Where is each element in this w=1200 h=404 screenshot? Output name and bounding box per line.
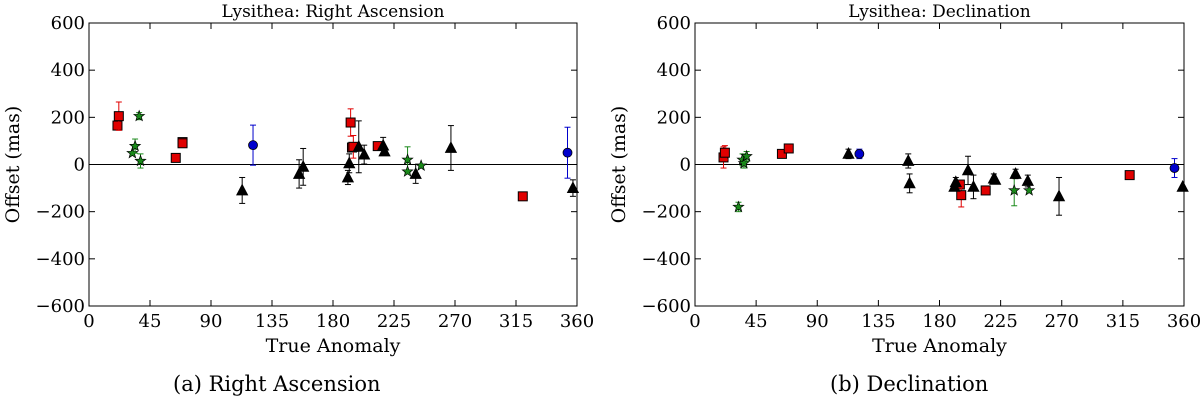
x-tick-label: 0 — [689, 311, 700, 332]
y-tick-label: 600 — [51, 13, 85, 34]
data-point-star — [128, 139, 142, 152]
x-tick-label: 315 — [1106, 311, 1140, 332]
data-point-triangle — [1052, 189, 1066, 202]
data-point-star — [401, 165, 414, 177]
y-axis-label: Offset (mas) — [608, 106, 630, 224]
data-point-triangle — [236, 183, 249, 196]
y-axis-label: Offset (mas) — [2, 106, 24, 224]
x-tick-label: 135 — [255, 311, 289, 332]
x-tick-label: 270 — [1045, 311, 1079, 332]
y-tick-label: 0 — [74, 155, 85, 176]
data-point-triangle — [566, 181, 580, 193]
data-point-triangle — [343, 156, 356, 169]
y-tick-label: −200 — [642, 202, 691, 223]
x-tick-label: 315 — [499, 311, 533, 332]
x-axis-label: True Anomaly — [266, 335, 401, 357]
y-tick-label: 200 — [51, 107, 85, 128]
data-point-triangle — [378, 144, 391, 157]
data-point-square — [719, 147, 730, 158]
chart-right-ascension: 0 45 90 135 180 225 270 315 360 −600 −400 −200 0 200 4… — [2, 2, 594, 357]
data-point-star — [737, 156, 751, 169]
data-point-star — [401, 153, 414, 166]
data-point-circle — [854, 148, 865, 159]
data-point-star — [414, 159, 428, 171]
data-point-triangle — [902, 154, 915, 166]
data-point-square — [783, 143, 794, 154]
y-tick-label: −400 — [36, 249, 85, 270]
data-point-triangle — [903, 176, 916, 189]
y-tick-label: 400 — [657, 60, 691, 81]
data-point-star — [1008, 183, 1021, 196]
x-tick-label: 270 — [438, 311, 472, 332]
y-tick-label: −200 — [36, 202, 85, 223]
data-point-triangle — [444, 141, 458, 153]
x-tick-label: 135 — [861, 311, 895, 332]
x-tick-label: 180 — [922, 311, 956, 332]
y-tick-label: −400 — [642, 249, 691, 270]
data-point-triangle — [409, 167, 422, 179]
data-point-star — [732, 200, 745, 213]
x-tick-label: 90 — [200, 311, 223, 332]
y-tick-label: 0 — [680, 155, 691, 176]
data-point-square — [776, 148, 787, 159]
x-axis-label: True Anomaly — [872, 335, 1007, 357]
data-point-star — [126, 146, 139, 159]
x-tick-label: 180 — [316, 311, 350, 332]
data-point-square — [956, 190, 967, 201]
data-point-square — [980, 185, 991, 196]
data-point-star — [740, 149, 753, 162]
data-point-square — [517, 191, 528, 202]
y-tick-label: −600 — [642, 296, 691, 317]
data-point-square — [170, 152, 181, 163]
caption-declination: (b) Declination — [830, 372, 989, 396]
x-tick-label: 360 — [560, 311, 594, 332]
chart-title: Lysithea: Right Ascension — [221, 2, 444, 22]
data-point-triangle — [1176, 180, 1189, 192]
x-tick-label: 225 — [377, 311, 411, 332]
data-point-triangle — [292, 167, 306, 179]
y-tick-label: −600 — [36, 296, 85, 317]
x-tick-label: 45 — [139, 311, 162, 332]
y-tick-label: 600 — [657, 13, 691, 34]
data-point-triangle — [358, 147, 371, 160]
data-point-triangle — [989, 172, 1002, 185]
x-tick-label: 45 — [745, 311, 768, 332]
data-point-triangle — [949, 175, 962, 188]
data-point-triangle — [352, 139, 365, 152]
x-tick-label: 225 — [983, 311, 1017, 332]
x-tick-label: 0 — [83, 311, 94, 332]
data-point-square — [177, 138, 188, 149]
data-point-triangle — [1021, 174, 1034, 186]
data-point-circle — [1169, 163, 1180, 173]
data-point-circle — [562, 147, 573, 158]
data-point-square — [112, 120, 123, 131]
data-point-triangle — [842, 147, 855, 159]
data-point-triangle — [967, 180, 980, 192]
chart-declination: 0 45 90 135 180 225 270 315 360 −600 −400 −200 0 200 4… — [608, 2, 1200, 357]
data-point-star — [134, 154, 147, 167]
data-point-triangle — [1009, 167, 1022, 179]
x-tick-label: 360 — [1167, 311, 1200, 332]
caption-right-ascension: (a) Right Ascension — [173, 372, 381, 396]
x-tick-label: 90 — [806, 311, 829, 332]
data-point-square — [1124, 170, 1135, 181]
data-point-triangle — [297, 159, 310, 172]
data-point-square — [113, 111, 124, 122]
chart-title: Lysithea: Declination — [848, 2, 1031, 22]
data-point-square — [345, 117, 356, 128]
data-point-star — [1022, 183, 1036, 196]
y-tick-label: 200 — [657, 107, 691, 128]
y-tick-label: 400 — [51, 60, 85, 81]
data-point-star — [132, 109, 146, 122]
data-point-triangle — [341, 170, 355, 183]
data-point-circle — [248, 140, 258, 151]
data-point-triangle — [961, 163, 975, 176]
